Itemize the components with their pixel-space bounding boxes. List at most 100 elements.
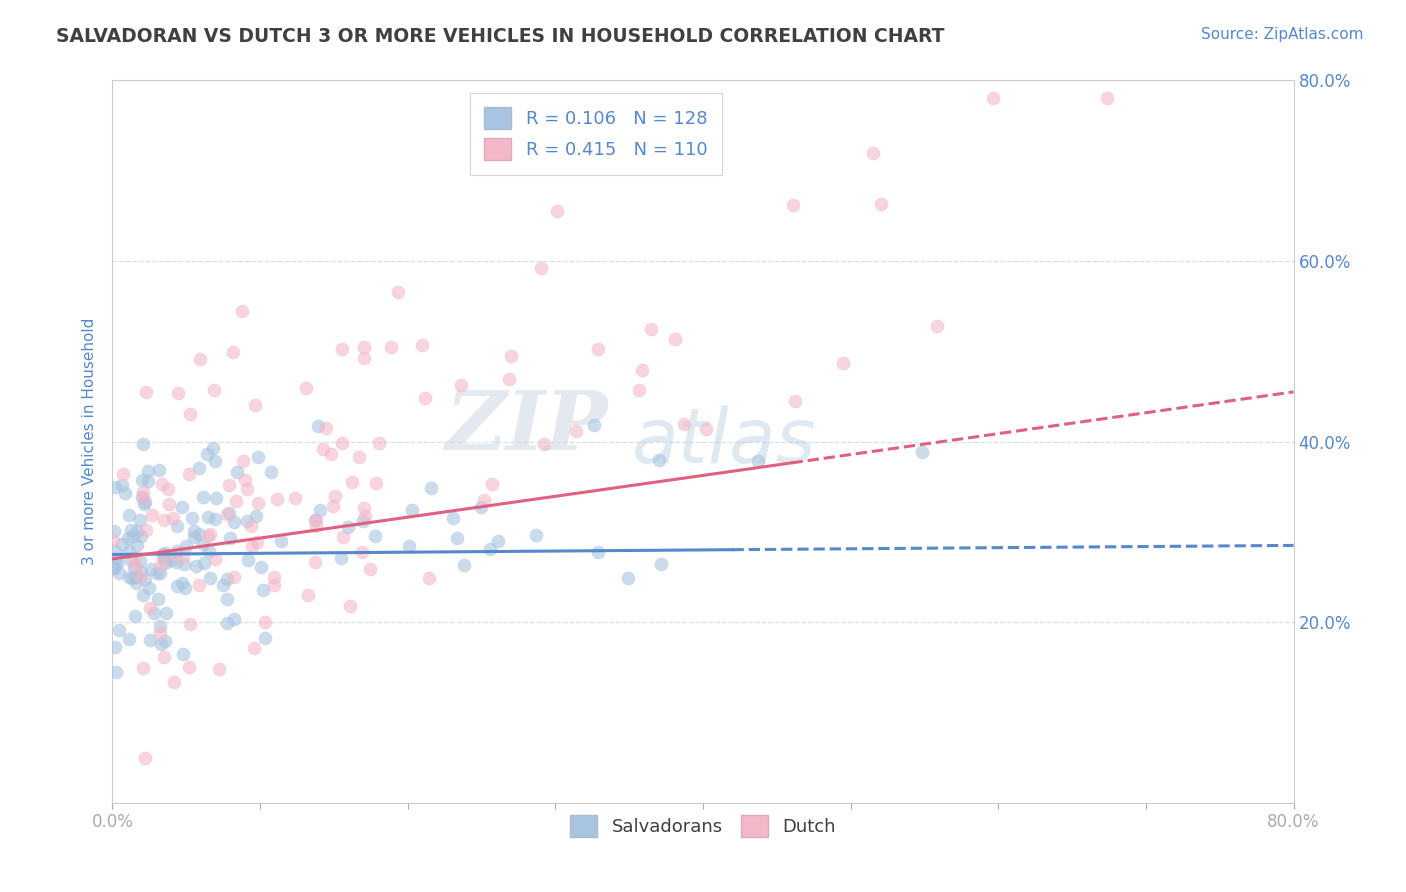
Point [323, 489, 346, 503]
Point [263, 569, 285, 583]
Text: Source: ZipAtlas.com: Source: ZipAtlas.com [1201, 27, 1364, 42]
Point [231, 303, 253, 318]
Point [148, 463, 170, 477]
Point [332, 531, 354, 545]
Point [197, 509, 219, 524]
Point [101, 533, 124, 548]
Point [138, 464, 160, 478]
Point [129, 570, 152, 584]
Point [446, 531, 468, 545]
Point [170, 500, 193, 515]
Point [174, 540, 197, 554]
Point [211, 578, 233, 592]
Point [104, 665, 127, 680]
Point [114, 486, 136, 500]
Point [186, 558, 208, 573]
Point [260, 465, 283, 479]
Point [222, 344, 245, 359]
Point [481, 476, 503, 491]
Point [103, 560, 125, 574]
Point [153, 556, 176, 570]
Point [117, 569, 139, 583]
Point [132, 588, 155, 602]
Point [366, 475, 388, 490]
Point [478, 541, 501, 556]
Point [315, 421, 337, 435]
Point [155, 633, 177, 648]
Point [125, 524, 148, 539]
Point [219, 531, 242, 545]
Point [450, 377, 472, 392]
Point [118, 544, 141, 558]
Point [486, 533, 509, 548]
Point [413, 391, 436, 405]
Point [135, 385, 157, 400]
Text: ZIP: ZIP [446, 387, 609, 467]
Point [104, 640, 127, 654]
Point [295, 381, 318, 395]
Point [297, 588, 319, 602]
Point [125, 538, 148, 552]
Point [163, 675, 186, 690]
Point [627, 383, 650, 397]
Point [284, 491, 307, 505]
Point [193, 537, 215, 551]
Point [695, 422, 717, 436]
Point [782, 198, 804, 212]
Point [215, 592, 238, 607]
Point [132, 661, 155, 675]
Point [166, 579, 188, 593]
Point [319, 447, 342, 461]
Point [145, 566, 167, 580]
Point [193, 490, 215, 504]
Point [104, 480, 127, 494]
Point [305, 513, 328, 527]
Point [188, 461, 211, 475]
Point [201, 441, 224, 455]
Point [524, 528, 547, 542]
Point [179, 407, 201, 421]
Point [243, 640, 266, 655]
Point [650, 558, 672, 572]
Y-axis label: 3 or more Vehicles in Household: 3 or more Vehicles in Household [82, 318, 97, 566]
Point [246, 450, 269, 465]
Point [172, 647, 194, 661]
Point [380, 340, 402, 354]
Point [218, 478, 240, 492]
Point [131, 490, 153, 504]
Point [352, 545, 374, 559]
Point [153, 546, 176, 560]
Point [162, 511, 184, 525]
Point [149, 566, 172, 581]
Point [336, 520, 359, 534]
Point [217, 507, 239, 521]
Point [411, 338, 433, 352]
Point [188, 578, 211, 592]
Point [353, 339, 375, 353]
Point [499, 350, 522, 364]
Point [129, 554, 152, 568]
Point [166, 543, 188, 558]
Point [125, 569, 148, 583]
Point [188, 351, 211, 366]
Point [136, 474, 159, 488]
Point [243, 398, 266, 412]
Point [131, 473, 153, 487]
Point [309, 502, 332, 516]
Point [120, 553, 142, 567]
Point [218, 507, 240, 521]
Point [150, 476, 173, 491]
Point [179, 660, 201, 674]
Point [132, 437, 155, 451]
Point [586, 545, 609, 559]
Point [236, 514, 259, 528]
Point [170, 576, 193, 591]
Point [121, 571, 143, 585]
Point [546, 204, 568, 219]
Point [453, 558, 475, 573]
Point [911, 445, 934, 459]
Point [981, 91, 1004, 105]
Point [165, 555, 187, 569]
Point [312, 442, 335, 456]
Point [225, 465, 247, 479]
